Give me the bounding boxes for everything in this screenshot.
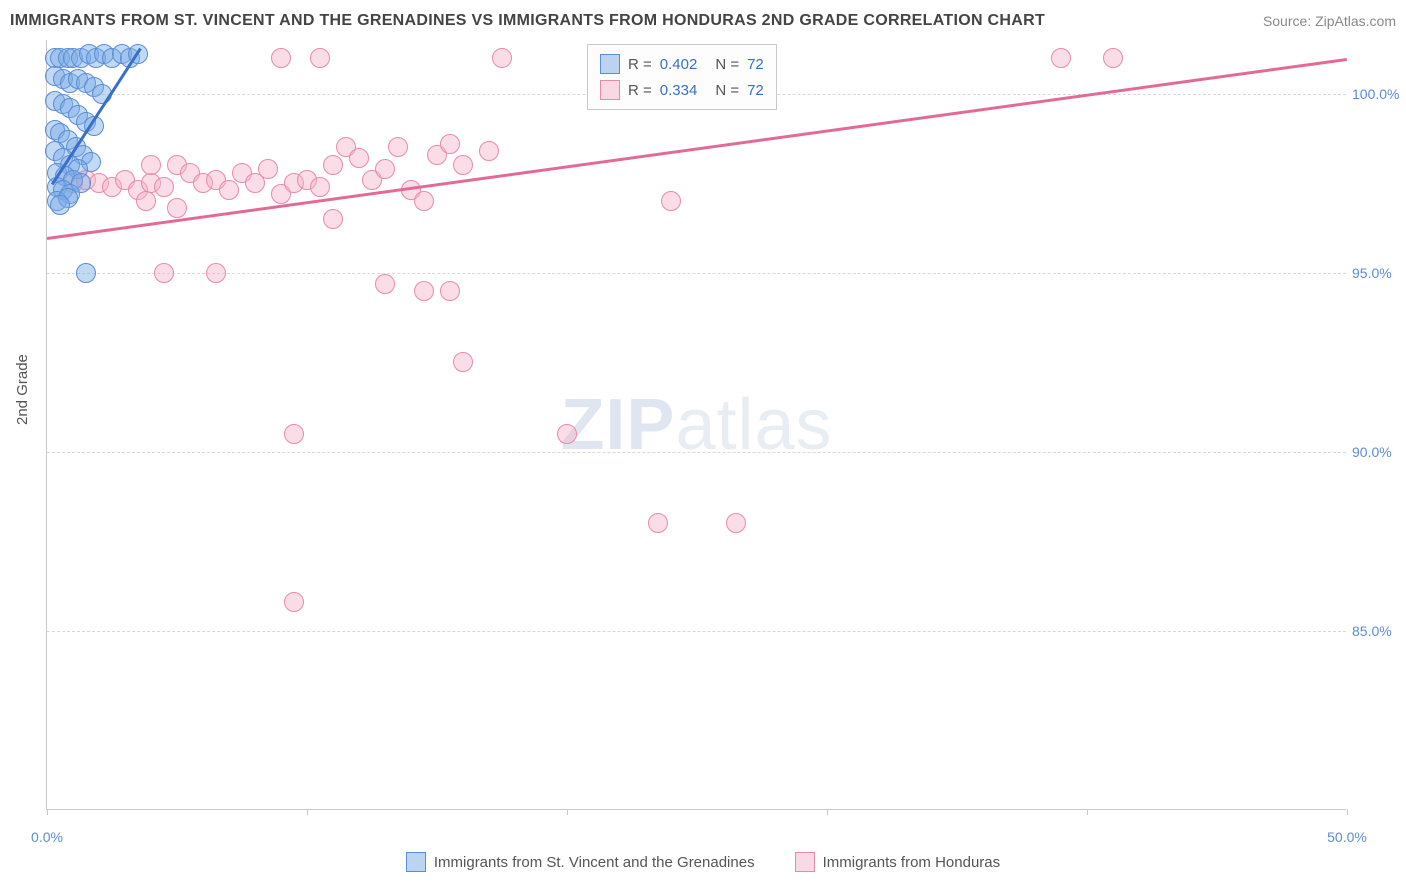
data-point <box>284 424 304 444</box>
data-point <box>661 191 681 211</box>
watermark: ZIPatlas <box>560 384 832 466</box>
chart-title: IMMIGRANTS FROM ST. VINCENT AND THE GREN… <box>10 12 1045 30</box>
x-tick <box>47 809 48 815</box>
data-point <box>492 48 512 68</box>
data-point <box>349 148 369 168</box>
data-point <box>141 155 161 175</box>
y-tick-label: 95.0% <box>1352 265 1404 281</box>
legend-label: Immigrants from St. Vincent and the Gren… <box>434 854 755 871</box>
data-point <box>310 177 330 197</box>
data-point <box>310 48 330 68</box>
data-point <box>726 513 746 533</box>
data-point <box>557 424 577 444</box>
x-tick <box>567 809 568 815</box>
data-point <box>154 177 174 197</box>
data-point <box>479 141 499 161</box>
data-point <box>453 352 473 372</box>
x-tick <box>1347 809 1348 815</box>
x-tick-label: 0.0% <box>31 829 63 845</box>
y-tick-label: 85.0% <box>1352 623 1404 639</box>
data-point <box>375 274 395 294</box>
legend-row: R =0.334N =72 <box>600 77 764 103</box>
data-point <box>219 180 239 200</box>
x-tick <box>1087 809 1088 815</box>
x-tick <box>307 809 308 815</box>
correlation-legend: R =0.402N =72R =0.334N =72 <box>587 44 777 110</box>
data-point <box>167 198 187 218</box>
y-tick-label: 100.0% <box>1352 86 1404 102</box>
swatch-pink-icon <box>600 80 620 100</box>
legend-label: Immigrants from Honduras <box>823 854 1001 871</box>
chart-source: Source: ZipAtlas.com <box>1263 13 1396 29</box>
data-point <box>414 191 434 211</box>
y-axis-label: 2nd Grade <box>14 354 31 425</box>
data-point <box>284 592 304 612</box>
data-point <box>271 48 291 68</box>
legend-item-pink: Immigrants from Honduras <box>795 852 1001 872</box>
scatter-chart: ZIPatlas 85.0%90.0%95.0%100.0%0.0%50.0%R… <box>46 40 1346 810</box>
y-tick-label: 90.0% <box>1352 444 1404 460</box>
data-point <box>258 159 278 179</box>
swatch-pink-icon <box>795 852 815 872</box>
data-point <box>154 263 174 283</box>
gridline <box>47 273 1346 274</box>
bottom-legend: Immigrants from St. Vincent and the Gren… <box>0 852 1406 872</box>
data-point <box>453 155 473 175</box>
data-point <box>414 281 434 301</box>
data-point <box>1103 48 1123 68</box>
x-tick-label: 50.0% <box>1327 829 1367 845</box>
gridline <box>47 631 1346 632</box>
data-point <box>375 159 395 179</box>
swatch-blue-icon <box>600 54 620 74</box>
data-point <box>440 134 460 154</box>
data-point <box>648 513 668 533</box>
data-point <box>440 281 460 301</box>
data-point <box>323 155 343 175</box>
legend-row: R =0.402N =72 <box>600 51 764 77</box>
data-point <box>76 263 96 283</box>
data-point <box>323 209 343 229</box>
data-point <box>50 195 70 215</box>
data-point <box>388 137 408 157</box>
x-tick <box>827 809 828 815</box>
chart-header: IMMIGRANTS FROM ST. VINCENT AND THE GREN… <box>10 12 1396 30</box>
gridline <box>47 452 1346 453</box>
legend-item-blue: Immigrants from St. Vincent and the Gren… <box>406 852 755 872</box>
data-point <box>1051 48 1071 68</box>
data-point <box>136 191 156 211</box>
data-point <box>206 263 226 283</box>
swatch-blue-icon <box>406 852 426 872</box>
